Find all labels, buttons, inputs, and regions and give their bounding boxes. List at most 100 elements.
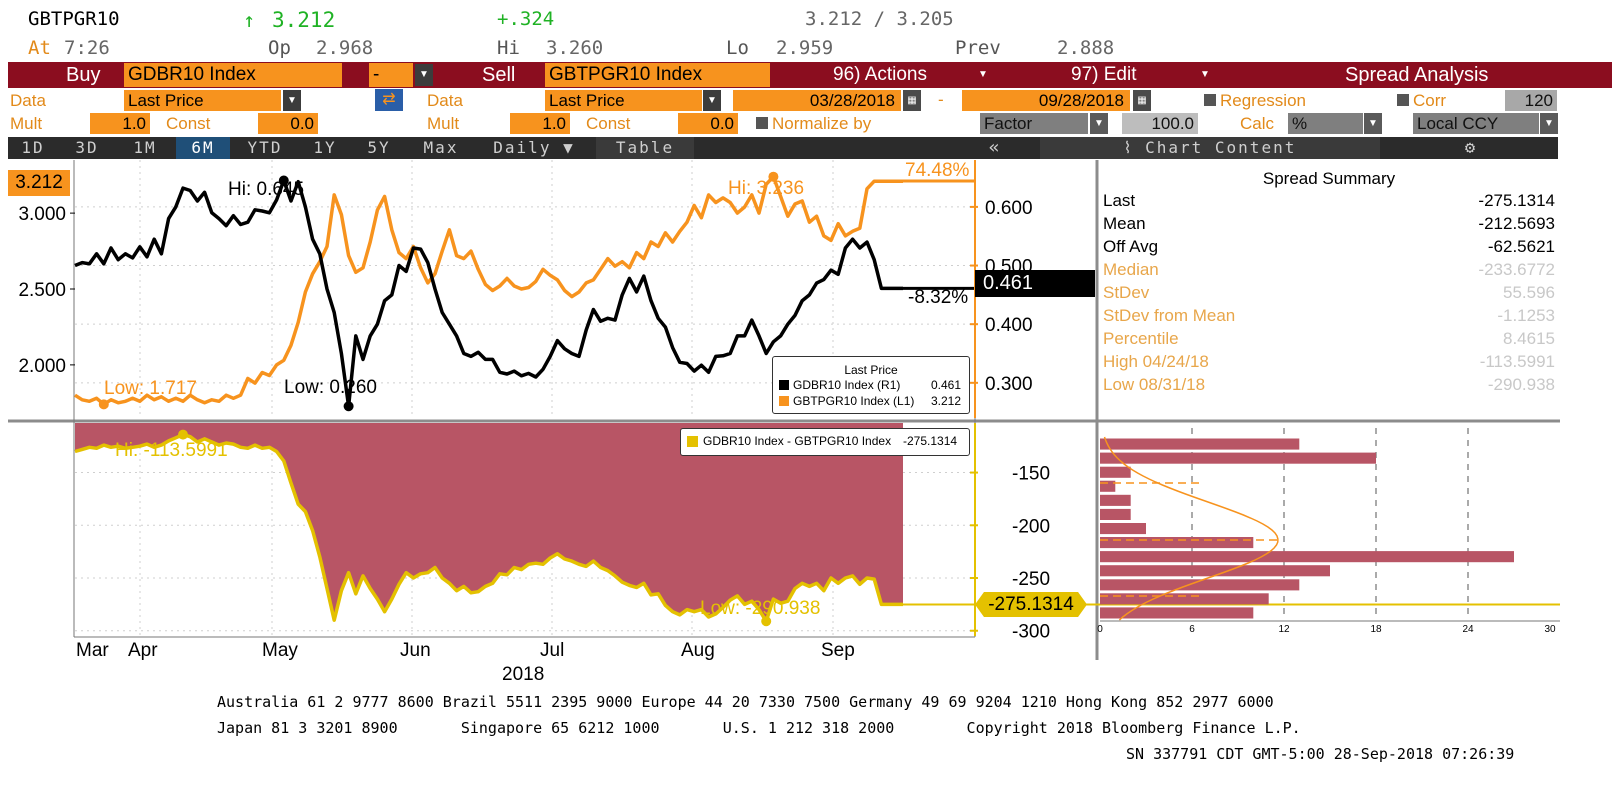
calc-dropdown-icon[interactable]: ▼ [1364, 113, 1382, 134]
regression-label: Regression [1220, 91, 1306, 110]
corr-window-field[interactable]: 120 [1505, 90, 1557, 111]
corr-checkbox[interactable] [1397, 94, 1409, 106]
hist-tick-label: 6 [1189, 624, 1195, 635]
calc-select[interactable]: % [1288, 113, 1363, 134]
summary-row: StDev from Mean -1.1253 [1103, 306, 1555, 329]
quote-time: 7:26 [64, 37, 110, 59]
factor-select[interactable]: Factor [980, 113, 1088, 134]
sell-const-field[interactable]: 0.0 [678, 113, 738, 134]
summary-row: Median -233.6772 [1103, 260, 1555, 283]
x-tick-label: Jul [540, 640, 565, 661]
normalize-checkbox[interactable] [756, 117, 768, 129]
legend-black-value: 0.461 [931, 378, 962, 392]
operator-dropdown-icon[interactable]: ▼ [415, 64, 433, 86]
legend-title: Last Price [844, 363, 898, 377]
low-value: 2.959 [776, 37, 834, 59]
end-calendar-icon[interactable]: ▦ [1133, 90, 1151, 111]
summary-value: 55.596 [1503, 283, 1555, 302]
edit-dropdown-icon[interactable]: ▼ [1200, 69, 1210, 80]
chart-content-button[interactable]: ⌇ Chart Content [1040, 137, 1380, 159]
summary-value: -212.5693 [1478, 214, 1555, 233]
factor-dropdown-icon[interactable]: ▼ [1090, 113, 1108, 134]
swap-icon[interactable]: ⇄ [375, 89, 403, 111]
right-tick-label: 0.600 [985, 198, 1033, 219]
actions-dropdown-icon[interactable]: ▼ [978, 69, 988, 80]
end-date-field[interactable]: 09/28/2018 [962, 90, 1130, 111]
tab-max[interactable]: Max [423, 138, 459, 157]
x-tick-label: May [262, 640, 298, 661]
hist-tick-label: 30 [1544, 624, 1556, 635]
left-tick-label: 2.000 [18, 356, 66, 377]
regression-checkbox[interactable] [1204, 94, 1216, 106]
buy-const-field[interactable]: 0.0 [258, 113, 318, 134]
gear-icon[interactable]: ⚙ [1464, 138, 1478, 158]
open-label: Op [268, 37, 291, 59]
prev-value: 2.888 [1057, 37, 1115, 59]
sell-data-select[interactable]: Last Price [545, 90, 702, 111]
last-price: 3.212 [272, 8, 336, 32]
hist-tick-label: 12 [1278, 624, 1290, 635]
factor-value-field[interactable]: 100.0 [1122, 113, 1198, 134]
summary-key: Last [1103, 191, 1136, 210]
spread-tick-label: -200 [1012, 516, 1050, 537]
buy-mult-field[interactable]: 1.0 [90, 113, 150, 134]
tab-1d[interactable]: 1D [21, 138, 45, 157]
start-calendar-icon[interactable]: ▦ [903, 90, 921, 111]
edit-menu[interactable]: 97) Edit [1071, 64, 1137, 85]
hist-bar [1100, 565, 1330, 577]
summary-key: StDev from Mean [1103, 306, 1236, 325]
normalize-label: Normalize by [772, 114, 872, 133]
spread-tick-label: -300 [1012, 622, 1050, 643]
black-last-badge: 0.461 [975, 270, 1095, 297]
sell-mult-field[interactable]: 1.0 [510, 113, 570, 134]
high-value: 3.260 [546, 37, 604, 59]
tab-1m[interactable]: 1M [133, 138, 157, 157]
summary-row: Last -275.1314 [1103, 191, 1555, 214]
collapse-button[interactable]: « [988, 137, 1002, 158]
black-pct-change: -8.32% [908, 287, 969, 308]
start-date-field[interactable]: 03/28/2018 [733, 90, 901, 111]
sell-label: Sell [482, 64, 516, 86]
buy-data-dropdown-icon[interactable]: ▼ [283, 90, 301, 111]
legend-orange-value: 3.212 [931, 394, 962, 408]
actions-menu[interactable]: 96) Actions [833, 64, 927, 85]
spread-line [74, 432, 903, 623]
legend-orange-name: GBTPGR10 Index (L1) [793, 394, 915, 408]
x-tick-label: Jun [400, 640, 431, 661]
legend-swatch-black [779, 380, 789, 390]
hist-tick-label: 0 [1097, 624, 1103, 635]
summary-key: Mean [1103, 214, 1146, 233]
left-tick-label: 2.500 [18, 280, 66, 301]
frequency-select[interactable]: Daily ▼ [493, 138, 575, 157]
summary-key: Median [1103, 260, 1159, 279]
tab-6m[interactable]: 6M [176, 137, 230, 159]
tab-5y[interactable]: 5Y [367, 138, 391, 157]
summary-row: Low 08/31/18 -290.938 [1103, 375, 1555, 398]
tab-3d[interactable]: 3D [75, 138, 99, 157]
buy-data-select[interactable]: Last Price [124, 90, 281, 111]
sell-security-field[interactable]: GBTPGR10 Index [545, 63, 770, 87]
buy-security-field[interactable]: GDBR10 Index [124, 63, 342, 87]
buy-const-label: Const [166, 114, 211, 133]
x-tick-label: Apr [128, 640, 158, 661]
spread-tick-label: -250 [1012, 569, 1050, 590]
sell-data-dropdown-icon[interactable]: ▼ [703, 90, 721, 111]
spread-legend-value: -275.1314 [903, 434, 958, 448]
spread-high-annotation: Hi: -113.5991 [115, 440, 228, 461]
currency-dropdown-icon[interactable]: ▼ [1540, 113, 1558, 134]
spread-legend-swatch [687, 436, 698, 447]
hist-bar [1100, 523, 1146, 535]
table-button[interactable]: Table [596, 137, 694, 159]
summary-key: High 04/24/18 [1103, 352, 1209, 371]
tab-1y[interactable]: 1Y [313, 138, 337, 157]
summary-value: -275.1314 [1478, 191, 1555, 210]
sell-data-label: Data [427, 91, 463, 110]
tab-ytd[interactable]: YTD [247, 138, 283, 157]
summary-value: -62.5621 [1487, 237, 1555, 256]
orange-last-badge: 3.212 [8, 170, 70, 196]
currency-select[interactable]: Local CCY [1413, 113, 1539, 134]
operator-select[interactable]: - [369, 63, 413, 87]
buy-mult-label: Mult [10, 114, 43, 133]
legend-swatch-orange [779, 396, 789, 406]
footer-timestamp: SN 337791 CDT GMT-5:00 28-Sep-2018 07:26… [1126, 745, 1515, 763]
